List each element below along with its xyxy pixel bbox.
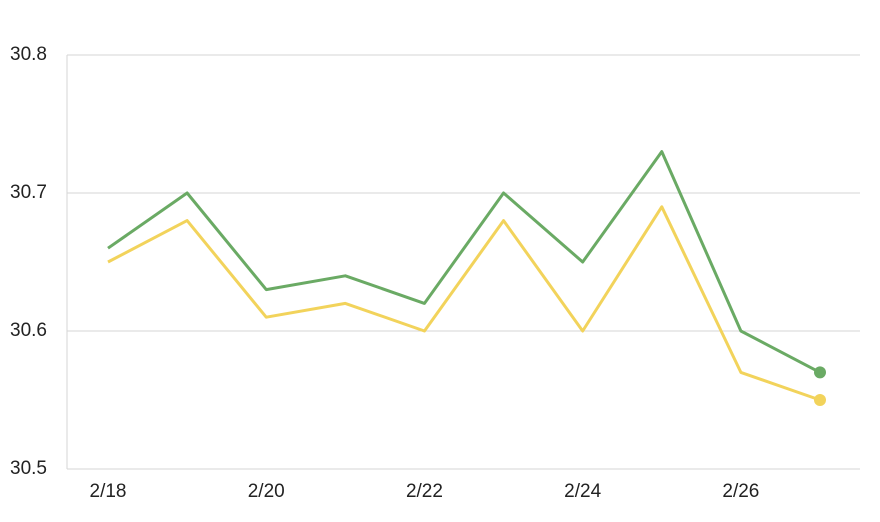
x-tick-label: 2/26 bbox=[722, 481, 759, 502]
x-tick-label: 2/22 bbox=[406, 481, 443, 502]
series-line bbox=[107, 205, 821, 402]
x-tick-label: 2/20 bbox=[248, 481, 285, 502]
end-point bbox=[814, 394, 826, 406]
series-line bbox=[107, 150, 821, 374]
y-tick-label: 30.5 bbox=[10, 458, 47, 479]
x-tick-label: 2/18 bbox=[90, 481, 127, 502]
y-tick-label: 30.7 bbox=[10, 182, 47, 203]
y-tick-label: 30.6 bbox=[10, 320, 47, 341]
x-tick-label: 2/24 bbox=[564, 481, 601, 502]
y-tick-label: 30.8 bbox=[10, 44, 47, 65]
end-point bbox=[814, 366, 826, 379]
